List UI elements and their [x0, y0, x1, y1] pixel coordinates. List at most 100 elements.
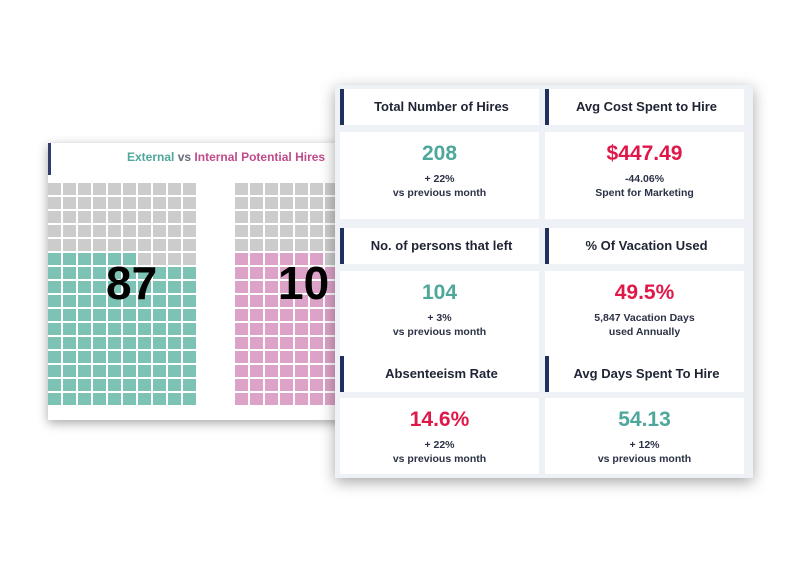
waffle-cell — [310, 253, 323, 265]
waffle-cell — [168, 337, 181, 349]
kpi-tile-total-hires: 208 + 22% vs previous month — [340, 132, 539, 219]
kpi-change: -44.06% — [624, 173, 665, 185]
waffle-cell — [250, 309, 263, 321]
waffle-cell — [265, 225, 278, 237]
waffle-cell — [310, 295, 323, 307]
waffle-cell — [63, 379, 76, 391]
waffle-cell — [123, 351, 136, 363]
waffle-cell — [265, 309, 278, 321]
waffle-cell — [63, 351, 76, 363]
waffle-cell — [250, 225, 263, 237]
waffle-cell — [93, 225, 106, 237]
waffle-cell — [108, 309, 121, 321]
waffle-cell — [310, 211, 323, 223]
waffle-cell — [183, 225, 196, 237]
waffle-cell — [183, 323, 196, 335]
kpi-title: Absenteeism Rate — [385, 366, 498, 381]
kpi-tile-avg-days: 54.13 + 12% vs previous month — [545, 398, 744, 474]
waffle-cell — [183, 253, 196, 265]
waffle-cell — [108, 239, 121, 251]
waffle-cell — [63, 393, 76, 405]
waffle-header: External vs Internal Potential Hires — [48, 143, 348, 175]
waffle-cell — [168, 365, 181, 377]
waffle-cell — [168, 309, 181, 321]
waffle-title-internal: Internal Potential Hires — [194, 150, 326, 164]
waffle-cell — [265, 337, 278, 349]
waffle-cell — [310, 309, 323, 321]
waffle-cell — [183, 295, 196, 307]
kpi-change: 5,847 Vacation Days — [594, 312, 695, 324]
waffle-cell — [250, 337, 263, 349]
waffle-cell — [265, 365, 278, 377]
waffle-cell — [250, 197, 263, 209]
waffle-cell — [63, 225, 76, 237]
waffle-cell — [250, 351, 263, 363]
waffle-cell — [48, 225, 61, 237]
waffle-cell — [280, 379, 293, 391]
waffle-cell — [265, 211, 278, 223]
waffle-cell — [280, 309, 293, 321]
waffle-cell — [78, 197, 91, 209]
waffle-cell — [123, 337, 136, 349]
waffle-cell — [78, 211, 91, 223]
waffle-cell — [78, 183, 91, 195]
waffle-cell — [78, 323, 91, 335]
waffle-cell — [123, 239, 136, 251]
kpi-tile-persons-left: 104 + 3% vs previous month — [340, 271, 539, 358]
waffle-cell — [138, 211, 151, 223]
waffle-cell — [183, 393, 196, 405]
waffle-cell — [63, 337, 76, 349]
waffle-cell — [168, 253, 181, 265]
waffle-cell — [295, 323, 308, 335]
waffle-cell — [138, 379, 151, 391]
waffle-cell — [123, 183, 136, 195]
waffle-cell — [295, 365, 308, 377]
waffle-cell — [138, 337, 151, 349]
waffle-cell — [48, 323, 61, 335]
waffle-cell — [235, 379, 248, 391]
waffle-cell — [235, 393, 248, 405]
waffle-cell — [138, 225, 151, 237]
waffle-cell — [63, 309, 76, 321]
waffle-cell — [48, 393, 61, 405]
waffle-cell — [168, 393, 181, 405]
waffle-cell — [108, 365, 121, 377]
kpi-header-total-hires: Total Number of Hires — [340, 89, 539, 125]
waffle-cell — [295, 239, 308, 251]
waffle-cell — [168, 351, 181, 363]
waffle-cell — [325, 393, 338, 405]
waffle-cell — [138, 281, 151, 293]
kpi-value: 49.5% — [614, 281, 675, 304]
waffle-cell — [250, 211, 263, 223]
waffle-cell — [93, 379, 106, 391]
waffle-cell — [48, 309, 61, 321]
waffle-cell — [235, 309, 248, 321]
waffle-cell — [48, 197, 61, 209]
waffle-cell — [93, 239, 106, 251]
waffle-cell — [48, 281, 61, 293]
waffle-cell — [93, 267, 106, 279]
waffle-cell — [265, 281, 278, 293]
waffle-cell — [310, 337, 323, 349]
kpi-header-avg-days: Avg Days Spent To Hire — [545, 356, 744, 392]
waffle-cell — [93, 295, 106, 307]
kpi-value: 208 — [421, 142, 458, 165]
waffle-cell — [153, 225, 166, 237]
waffle-cell — [310, 379, 323, 391]
kpi-change: + 12% — [629, 439, 660, 451]
waffle-cell — [295, 295, 308, 307]
waffle-cell — [108, 351, 121, 363]
kpi-value: $447.49 — [606, 142, 683, 165]
waffle-cell — [138, 267, 151, 279]
waffle-cell — [123, 211, 136, 223]
waffle-cell — [325, 281, 338, 293]
waffle-cell — [138, 239, 151, 251]
waffle-cell — [108, 197, 121, 209]
waffle-cell — [108, 183, 121, 195]
waffle-cell — [280, 239, 293, 251]
waffle-cell — [78, 239, 91, 251]
waffle-cell — [138, 253, 151, 265]
waffle-cell — [265, 351, 278, 363]
waffle-cell — [295, 337, 308, 349]
waffle-cell — [48, 253, 61, 265]
